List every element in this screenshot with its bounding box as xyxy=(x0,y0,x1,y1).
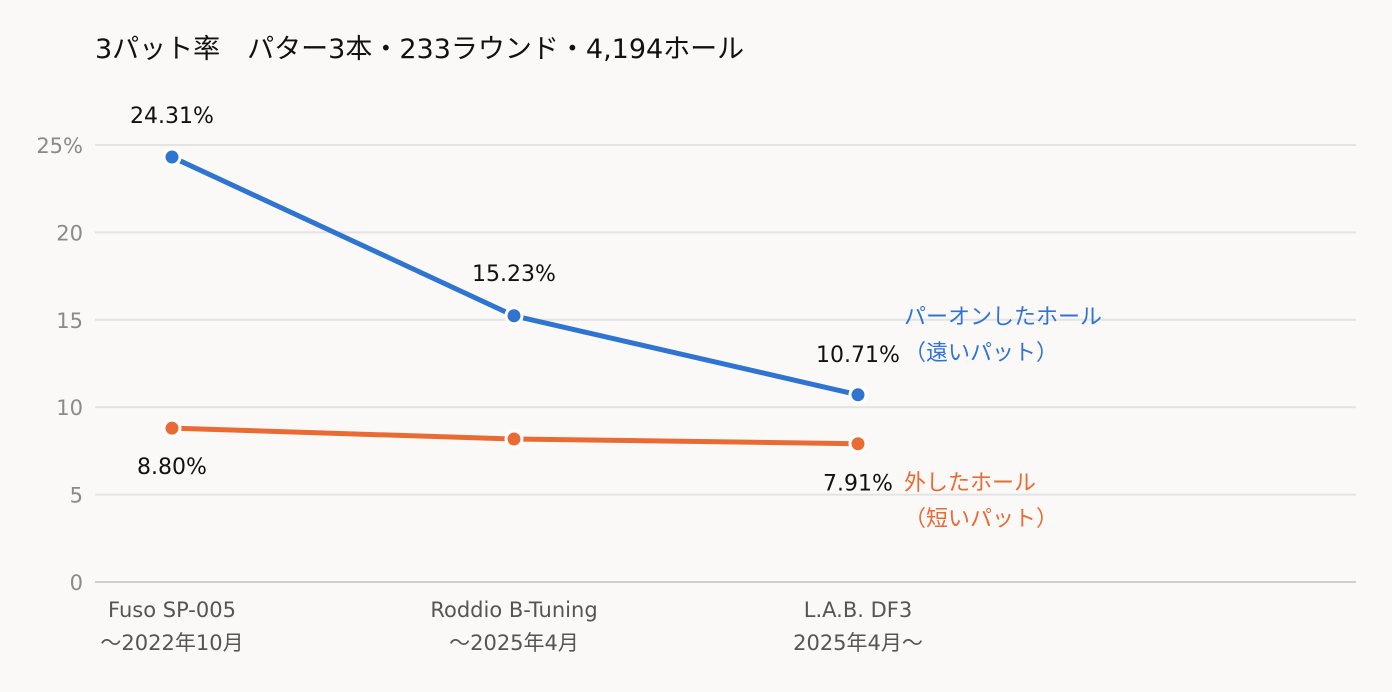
y-tick-label: 20 xyxy=(56,221,83,245)
data-label: 24.31% xyxy=(130,104,214,129)
series-lines xyxy=(169,154,861,447)
y-tick-label: 25% xyxy=(36,134,83,158)
data-point xyxy=(504,306,524,326)
data-label: 10.71% xyxy=(816,343,900,368)
x-tick-label: Fuso SP-005 xyxy=(108,598,236,622)
data-label: 8.80% xyxy=(137,455,207,480)
data-label: 7.91% xyxy=(823,472,893,497)
data-point xyxy=(848,385,868,405)
series-points xyxy=(162,147,868,454)
y-tick-label: 5 xyxy=(70,484,83,508)
x-tick-label: 〜2022年10月 xyxy=(100,631,243,655)
series-name-label: 外したホール xyxy=(904,471,1036,496)
data-point xyxy=(848,434,868,454)
y-tick-label: 15 xyxy=(56,309,83,333)
series-name-label: （短いパット） xyxy=(904,507,1058,532)
x-axis-ticks: Fuso SP-005 〜2022年10月 Roddio B-Tuning 〜2025… xyxy=(100,598,922,655)
data-point xyxy=(504,429,524,449)
chart-title: 3パット率 パター3本・233ラウンド・4,194ホール xyxy=(95,34,744,65)
y-axis-ticks: 0 5 10 15 20 25% xyxy=(36,134,83,595)
y-tick-label: 10 xyxy=(56,396,83,420)
data-labels: 24.31% 15.23% 10.71% 8.80% 7.91% xyxy=(130,104,900,497)
x-tick-label: Roddio B-Tuning xyxy=(430,598,597,622)
grid xyxy=(95,144,1356,583)
x-tick-label: L.A.B. DF3 xyxy=(804,598,912,622)
series-name-label: （遠いパット） xyxy=(904,341,1058,366)
series-name-label: パーオンしたホール xyxy=(904,305,1102,330)
y-tick-label: 0 xyxy=(70,571,83,595)
series-labels: パーオンしたホール （遠いパット） 外したホール （短いパット） xyxy=(904,305,1102,532)
data-point xyxy=(162,418,182,438)
x-tick-label: 〜2025年4月 xyxy=(449,631,579,655)
data-label: 15.23% xyxy=(472,262,556,287)
data-point xyxy=(162,147,182,167)
x-tick-label: 2025年4月〜 xyxy=(793,631,923,655)
